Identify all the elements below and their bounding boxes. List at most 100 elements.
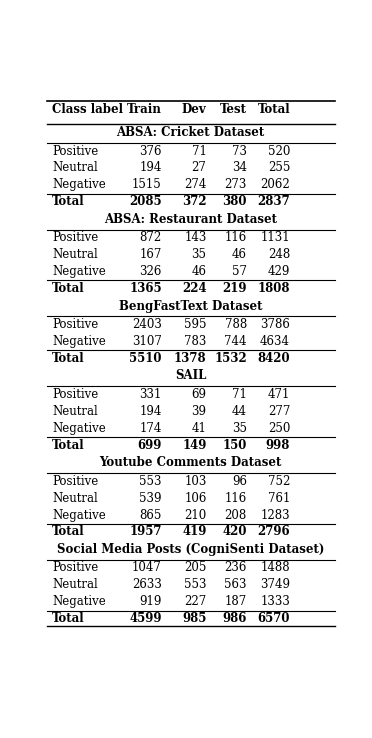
Text: 116: 116: [225, 492, 247, 505]
Text: 1488: 1488: [260, 562, 290, 574]
Text: 1532: 1532: [214, 352, 247, 365]
Text: 2085: 2085: [129, 196, 162, 208]
Text: 57: 57: [232, 265, 247, 278]
Text: 73: 73: [232, 145, 247, 157]
Text: 1333: 1333: [260, 596, 290, 608]
Text: Negative: Negative: [52, 179, 106, 191]
Text: 372: 372: [182, 196, 206, 208]
Text: 116: 116: [225, 231, 247, 244]
Text: Dev: Dev: [182, 103, 206, 116]
Text: 227: 227: [184, 596, 206, 608]
Text: 210: 210: [184, 508, 206, 522]
Text: 1957: 1957: [129, 525, 162, 539]
Text: 331: 331: [140, 388, 162, 401]
Text: Train: Train: [127, 103, 162, 116]
Text: 1808: 1808: [258, 282, 290, 295]
Text: Neutral: Neutral: [52, 162, 98, 174]
Text: 205: 205: [184, 562, 206, 574]
Text: 326: 326: [140, 265, 162, 278]
Text: 69: 69: [192, 388, 206, 401]
Text: 273: 273: [224, 179, 247, 191]
Text: 865: 865: [140, 508, 162, 522]
Text: Positive: Positive: [52, 475, 99, 488]
Text: Neutral: Neutral: [52, 579, 98, 591]
Text: Total: Total: [52, 438, 85, 452]
Text: 380: 380: [222, 196, 247, 208]
Text: 149: 149: [182, 438, 206, 452]
Text: 35: 35: [192, 248, 206, 261]
Text: Negative: Negative: [52, 422, 106, 435]
Text: Negative: Negative: [52, 596, 106, 608]
Text: Positive: Positive: [52, 318, 99, 331]
Text: 208: 208: [225, 508, 247, 522]
Text: 41: 41: [192, 422, 206, 435]
Text: 96: 96: [232, 475, 247, 488]
Text: 699: 699: [137, 438, 162, 452]
Text: 752: 752: [268, 475, 290, 488]
Text: 71: 71: [232, 388, 247, 401]
Text: 985: 985: [182, 613, 206, 625]
Text: 39: 39: [192, 405, 206, 418]
Text: 761: 761: [268, 492, 290, 505]
Text: 744: 744: [224, 335, 247, 348]
Text: 429: 429: [268, 265, 290, 278]
Text: 255: 255: [268, 162, 290, 174]
Text: ABSA: Restaurant Dataset: ABSA: Restaurant Dataset: [104, 213, 277, 226]
Text: 1378: 1378: [174, 352, 206, 365]
Text: 3749: 3749: [260, 579, 290, 591]
Text: 174: 174: [140, 422, 162, 435]
Text: 46: 46: [192, 265, 206, 278]
Text: 520: 520: [268, 145, 290, 157]
Text: 1365: 1365: [129, 282, 162, 295]
Text: 2633: 2633: [132, 579, 162, 591]
Text: 44: 44: [232, 405, 247, 418]
Text: Total: Total: [52, 282, 85, 295]
Text: Negative: Negative: [52, 508, 106, 522]
Text: Total: Total: [52, 525, 85, 539]
Text: 34: 34: [232, 162, 247, 174]
Text: 788: 788: [225, 318, 247, 331]
Text: 2837: 2837: [257, 196, 290, 208]
Text: Total: Total: [52, 196, 85, 208]
Text: 236: 236: [224, 562, 247, 574]
Text: Negative: Negative: [52, 265, 106, 278]
Text: 1515: 1515: [132, 179, 162, 191]
Text: 4599: 4599: [129, 613, 162, 625]
Text: 6570: 6570: [258, 613, 290, 625]
Text: 3786: 3786: [260, 318, 290, 331]
Text: 1131: 1131: [260, 231, 290, 244]
Text: 419: 419: [182, 525, 206, 539]
Text: 248: 248: [268, 248, 290, 261]
Text: 46: 46: [232, 248, 247, 261]
Text: 563: 563: [224, 579, 247, 591]
Text: 376: 376: [140, 145, 162, 157]
Text: 2796: 2796: [257, 525, 290, 539]
Text: 224: 224: [182, 282, 206, 295]
Text: 595: 595: [184, 318, 206, 331]
Text: 167: 167: [140, 248, 162, 261]
Text: 27: 27: [192, 162, 206, 174]
Text: Total: Total: [257, 103, 290, 116]
Text: 872: 872: [140, 231, 162, 244]
Text: 1283: 1283: [260, 508, 290, 522]
Text: Positive: Positive: [52, 562, 99, 574]
Text: ABSA: Cricket Dataset: ABSA: Cricket Dataset: [116, 126, 265, 139]
Text: 35: 35: [232, 422, 247, 435]
Text: 194: 194: [140, 162, 162, 174]
Text: 539: 539: [140, 492, 162, 505]
Text: 194: 194: [140, 405, 162, 418]
Text: Total: Total: [52, 352, 85, 365]
Text: 219: 219: [222, 282, 247, 295]
Text: 471: 471: [268, 388, 290, 401]
Text: 106: 106: [184, 492, 206, 505]
Text: 277: 277: [268, 405, 290, 418]
Text: 1047: 1047: [132, 562, 162, 574]
Text: 143: 143: [184, 231, 206, 244]
Text: Total: Total: [52, 613, 85, 625]
Text: 2062: 2062: [260, 179, 290, 191]
Text: SAIL: SAIL: [175, 370, 206, 382]
Text: Negative: Negative: [52, 335, 106, 348]
Text: Class label: Class label: [52, 103, 123, 116]
Text: Youtube Comments Dataset: Youtube Comments Dataset: [99, 456, 282, 469]
Text: 553: 553: [140, 475, 162, 488]
